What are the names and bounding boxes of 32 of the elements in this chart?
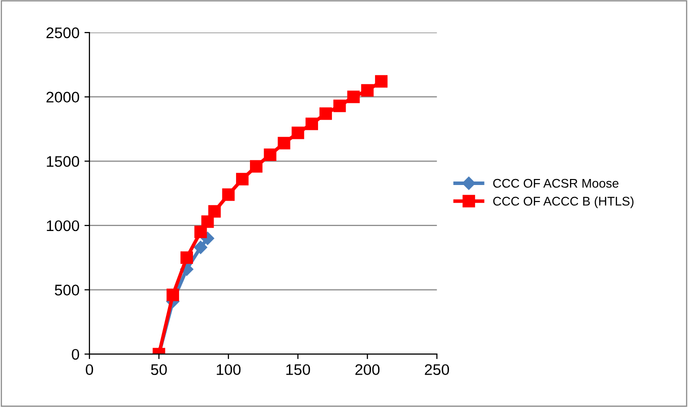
point — [222, 188, 235, 201]
point — [180, 251, 193, 264]
x-tick-label: 50 — [151, 364, 167, 376]
y-tick-label: 0 — [72, 348, 80, 360]
point — [278, 136, 290, 150]
point — [292, 126, 304, 140]
point — [208, 205, 221, 218]
point — [375, 75, 388, 88]
y-tick-label: 2500 — [46, 27, 80, 38]
y-tick-label: 1500 — [46, 156, 80, 167]
point — [319, 107, 332, 120]
point — [166, 288, 180, 302]
y-tick-label: 2000 — [46, 92, 80, 103]
x-tick-label: 200 — [355, 364, 380, 376]
point — [250, 160, 262, 173]
point — [361, 84, 374, 97]
x-tick-label: 0 — [86, 364, 94, 376]
point — [201, 215, 214, 228]
legend-label: CCC OF ACSR Moose — [493, 178, 618, 188]
point — [333, 100, 346, 112]
point — [236, 172, 249, 186]
y-tick-label: 1000 — [46, 220, 80, 232]
point — [194, 226, 207, 238]
x-tick-label: 250 — [424, 364, 450, 376]
point — [306, 118, 318, 130]
y-tick-label: 500 — [54, 284, 80, 296]
point — [347, 90, 360, 104]
x-tick-label: 100 — [216, 364, 241, 376]
point — [194, 240, 208, 254]
point — [264, 148, 276, 161]
x-tick-label: 150 — [286, 364, 310, 376]
legend-label: CCC OF ACCC B (HTLS) — [493, 196, 634, 208]
